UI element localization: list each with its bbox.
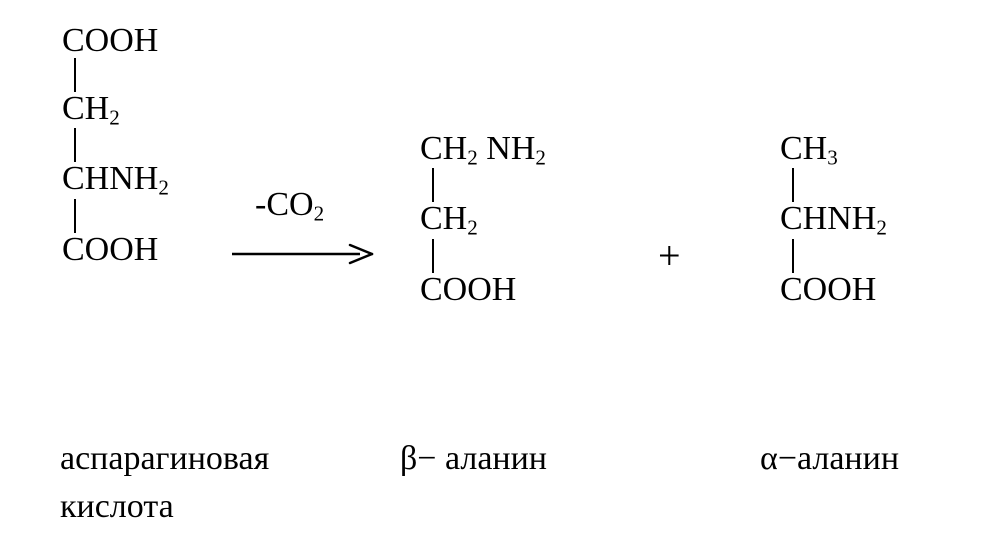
formula-line: COOH — [420, 273, 546, 307]
formula-text: CHNH2 — [62, 160, 169, 197]
formula-line: CH3 — [780, 132, 887, 168]
formula-line: CH2 — [420, 202, 546, 238]
bond-vertical — [62, 128, 169, 162]
bond-vertical — [62, 58, 169, 92]
name-text: α−аланин — [760, 440, 899, 477]
formula-text: CH2 NH2 — [420, 130, 546, 167]
bond-vertical — [62, 199, 169, 233]
reactant-name-line2: кислота — [60, 488, 174, 526]
formula-text: CH2 — [62, 90, 120, 127]
arrow-label: -CO2 — [255, 186, 324, 226]
reactant-name-line1: аспарагиновая — [60, 440, 269, 478]
bond-vertical — [420, 168, 546, 202]
formula-line: COOH — [780, 273, 887, 307]
formula-line: CH2 NH2 — [420, 132, 546, 168]
name-text: кислота — [60, 488, 174, 525]
formula-text: CH2 — [420, 200, 478, 237]
reaction-arrow — [232, 245, 372, 263]
bond-vertical — [420, 239, 546, 273]
name-text: β− аланин — [400, 440, 547, 477]
reactant-aspartic-acid: COOH CH2 CHNH2 COOH — [62, 24, 169, 267]
bond-vertical — [780, 239, 887, 273]
formula-line: CHNH2 — [780, 202, 887, 238]
formula-text: COOH — [420, 271, 516, 308]
name-text: аспарагиновая — [60, 440, 269, 477]
formula-text: COOH — [62, 22, 158, 59]
formula-text: CH3 — [780, 130, 838, 167]
formula-line: COOH — [62, 233, 169, 267]
plus-sign: + — [658, 232, 681, 279]
formula-text: COOH — [62, 231, 158, 268]
arrow-label-text: -CO2 — [255, 186, 324, 223]
product1-name: β− аланин — [400, 440, 547, 478]
formula-line: COOH — [62, 24, 169, 58]
formula-line: CHNH2 — [62, 162, 169, 198]
product-alpha-alanine: CH3 CHNH2 COOH — [780, 132, 887, 307]
plus-text: + — [658, 233, 681, 278]
bond-vertical — [780, 168, 887, 202]
formula-line: CH2 — [62, 92, 169, 128]
formula-text: CHNH2 — [780, 200, 887, 237]
reaction-canvas: COOH CH2 CHNH2 COOH -CO2 CH2 NH2 CH2 COO… — [0, 0, 1007, 544]
product-beta-alanine: CH2 NH2 CH2 COOH — [420, 132, 546, 307]
product2-name: α−аланин — [760, 440, 899, 478]
formula-text: COOH — [780, 271, 876, 308]
